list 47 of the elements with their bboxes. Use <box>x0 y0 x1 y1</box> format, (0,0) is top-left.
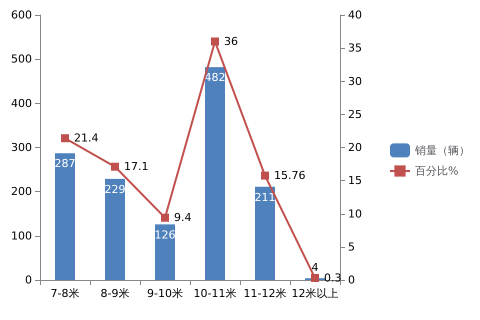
y-tick-label: 200 <box>11 185 32 198</box>
data-label: 17.1 <box>124 160 148 174</box>
y2-tick-label: 15 <box>348 174 362 188</box>
legend-label: 百分比% <box>415 164 458 178</box>
x-tick-label: 8-9米 <box>100 287 130 300</box>
data-label: 126 <box>154 228 176 242</box>
y2-tick-label: 5 <box>348 240 355 254</box>
x-tick-label: 11-12米 <box>244 287 286 300</box>
y2-tick-label: 30 <box>348 74 362 88</box>
y2-tick-label: 25 <box>348 108 362 121</box>
data-label: 482 <box>204 71 226 84</box>
legend-label: 销量（辆） <box>414 144 470 157</box>
bar <box>255 186 275 280</box>
y2-tick-label: 35 <box>348 42 362 55</box>
bar <box>55 153 75 280</box>
data-label: 15.76 <box>274 169 306 182</box>
y2-tick-label: 0 <box>348 274 355 286</box>
bar <box>205 67 225 280</box>
data-label: 21.4 <box>74 132 98 145</box>
point <box>311 274 319 282</box>
y-tick-label: 100 <box>11 229 32 242</box>
point <box>111 162 119 171</box>
y2-tick-label: 10 <box>348 207 362 220</box>
y2-tick-label: 40 <box>348 8 362 22</box>
y-tick-label: 300 <box>11 141 32 154</box>
y2-tick-label: 20 <box>348 141 362 154</box>
point <box>161 214 169 222</box>
point <box>211 38 219 46</box>
point <box>261 172 269 180</box>
data-label: 4 <box>312 261 318 274</box>
point <box>61 134 69 142</box>
y-tick-label: 600 <box>11 8 32 22</box>
x-tick-label: 12米以上 <box>292 287 338 300</box>
bar <box>105 178 125 280</box>
x-tick-label: 7-8米 <box>50 287 80 300</box>
x-tick-label: 10-11米 <box>194 287 236 300</box>
y-tick-label: 500 <box>11 52 32 66</box>
data-label: 287 <box>54 157 76 170</box>
bar <box>155 224 175 280</box>
data-label: 211 <box>254 190 276 204</box>
y-tick-label: 0 <box>25 274 32 286</box>
y-tick-label: 400 <box>11 96 32 110</box>
x-tick-label: 9-10米 <box>147 287 183 300</box>
data-label: 36 <box>224 35 238 48</box>
data-label: 229 <box>104 182 126 196</box>
data-label: 0.3 <box>324 272 342 285</box>
data-label: 9.4 <box>174 211 192 224</box>
